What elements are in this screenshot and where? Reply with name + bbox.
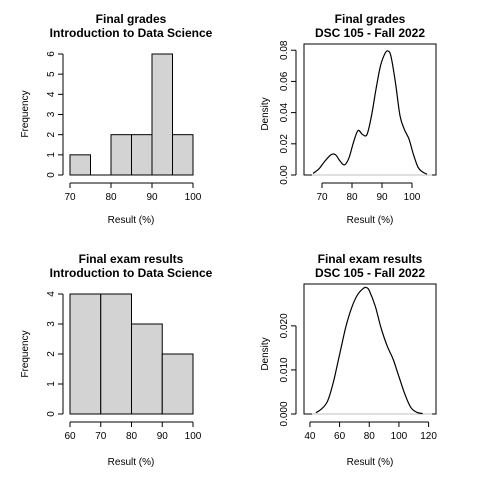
chart-title: Final grades (96, 12, 167, 26)
histogram-bar (161, 353, 194, 415)
y-tick-label: 3 (46, 321, 57, 327)
y-tick-label: 0.010 (279, 357, 290, 382)
y-axis-label: Frequency (20, 90, 31, 137)
y-tick-label: 0.000 (279, 401, 290, 426)
x-tick-label: 100 (391, 431, 408, 442)
chart-subtitle: Introduction to Data Science (50, 26, 213, 40)
y-tick-label: 0.06 (279, 71, 290, 91)
x-tick-label: 90 (146, 192, 158, 203)
histogram-bar (151, 53, 173, 176)
chart-subtitle: DSC 105 - Fall 2022 (315, 266, 425, 280)
panel-final-exam-density: Final exam results DSC 105 - Fall 2022 R… (260, 252, 437, 468)
density-curve (315, 286, 423, 415)
y-tick-label: 6 (46, 51, 57, 57)
x-axis-label: Result (%) (347, 457, 394, 468)
y-tick-label: 0 (46, 411, 57, 417)
x-tick-label: 40 (304, 431, 316, 442)
plot-box (303, 283, 437, 415)
y-tick-label: 0.00 (279, 165, 290, 185)
histogram-bar (172, 134, 194, 176)
y-tick-label: 0.04 (279, 102, 290, 122)
y-tick-label: 4 (46, 291, 57, 297)
histogram-bar (131, 134, 153, 176)
panel-final-grades-density: Final grades DSC 105 - Fall 2022 Result … (260, 12, 437, 226)
x-tick-label: 90 (376, 192, 388, 203)
chart-title: Final exam results (79, 252, 184, 266)
x-tick-label: 80 (126, 431, 138, 442)
histogram-bar (131, 323, 163, 415)
x-tick-label: 80 (364, 431, 376, 442)
x-tick-label: 100 (185, 431, 202, 442)
x-tick-label: 60 (334, 431, 346, 442)
y-axis-label: Frequency (20, 330, 31, 377)
x-axis-label: Result (%) (347, 215, 394, 226)
x-tick-label: 60 (64, 431, 76, 442)
y-tick-label: 2 (46, 351, 57, 357)
chart-title: Final exam results (318, 252, 423, 266)
x-tick-label: 120 (420, 431, 437, 442)
y-axis-label: Density (260, 337, 271, 370)
x-tick-label: 70 (316, 192, 328, 203)
x-tick-label: 80 (105, 192, 117, 203)
x-tick-label: 70 (95, 431, 107, 442)
x-axis-label: Result (%) (108, 457, 155, 468)
histogram-bar (110, 134, 132, 176)
y-tick-label: 2 (46, 131, 57, 137)
y-tick-label: 0 (46, 172, 57, 178)
x-axis-label: Result (%) (108, 215, 155, 226)
histogram-bar (69, 293, 102, 415)
density-curve (312, 50, 428, 175)
y-tick-label: 3 (46, 111, 57, 117)
chart-subtitle: Introduction to Data Science (50, 266, 213, 280)
y-tick-label: 1 (46, 381, 57, 387)
y-tick-label: 4 (46, 91, 57, 97)
y-axis-label: Density (260, 97, 271, 130)
x-tick-label: 100 (185, 192, 202, 203)
y-tick-label: 0.02 (279, 134, 290, 154)
x-tick-label: 90 (157, 431, 169, 442)
panel-final-exam-histogram: Final exam results Introduction to Data … (20, 252, 213, 468)
x-tick-label: 70 (64, 192, 76, 203)
y-tick-label: 0.08 (279, 40, 290, 60)
y-tick-label: 0.020 (279, 313, 290, 338)
panel-final-grades-histogram: Final grades Introduction to Data Scienc… (20, 12, 213, 226)
chart-title: Final grades (335, 12, 406, 26)
histogram-bar (100, 293, 132, 415)
y-tick-label: 5 (46, 71, 57, 77)
x-tick-label: 80 (346, 192, 358, 203)
x-tick-label: 100 (404, 192, 421, 203)
y-tick-label: 1 (46, 152, 57, 158)
plot-box (303, 43, 437, 176)
chart-subtitle: DSC 105 - Fall 2022 (315, 26, 425, 40)
histogram-bar (69, 154, 91, 176)
